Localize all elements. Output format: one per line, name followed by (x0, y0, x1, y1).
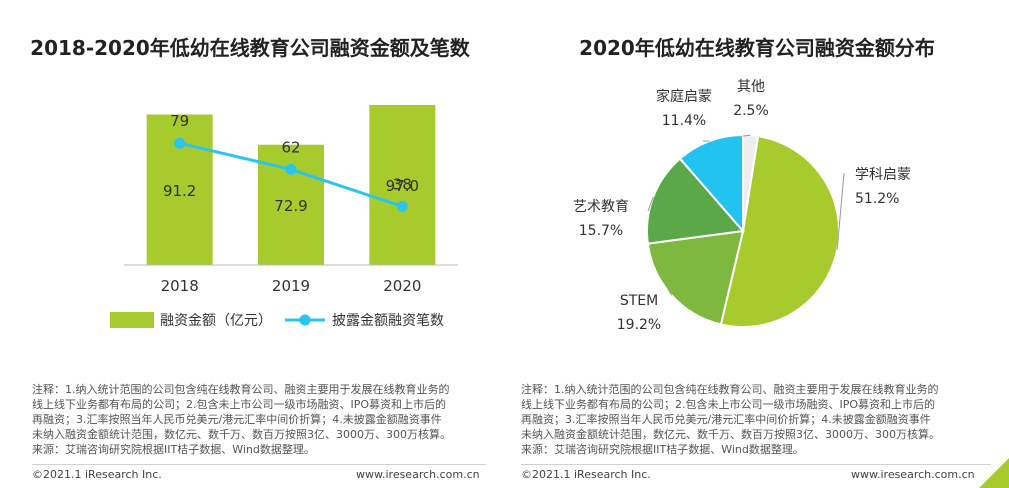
footer-copyright: ©2021.1 iResearch Inc. (32, 468, 162, 481)
left-notes: 注释：1.纳入统计范围的公司包含纯在线教育公司、融资主要用于发展在线教育业务的 … (32, 382, 502, 457)
pie-slice-value: 15.7% (579, 223, 623, 239)
pie-chart: 学科启蒙 51.2% STEM 19.2% 艺术教育 15.7% 家庭启蒙 11.4% 其他 2.… (573, 79, 911, 333)
footer-url: www.iresearch.com.cn (356, 468, 480, 481)
legend-line-label: 披露金额融资笔数 (332, 313, 444, 329)
legend-line-marker (299, 314, 311, 326)
legend-bar-label: 融资金额（亿元） (160, 313, 272, 329)
pie-slice-label: 家庭启蒙 (656, 88, 712, 105)
note-line: 注释：1.纳入统计范围的公司包含纯在线教育公司、融资主要用于发展在线教育业务的 (521, 383, 939, 396)
pie-chart-title: 2020年低幼在线教育公司融资金额分布 (579, 36, 935, 60)
footer-copyright: ©2021.1 iResearch Inc. (521, 468, 651, 481)
pie-leader-line (647, 196, 654, 212)
right-notes: 注释：1.纳入统计范围的公司包含纯在线教育公司、融资主要用于发展在线教育业务的 … (521, 382, 991, 457)
note-line: 再融资；3.汇率按照当年人民币兑美元/港元汇率中间价折算；4.未披露金额融资事件 (521, 413, 931, 426)
x-tick-label: 2018 (161, 277, 199, 295)
left-chart-panel: 2018-2020年低幼在线教育公司融资金额及笔数 91.2 2018 72.9 20… (0, 0, 500, 488)
pie-slice-label: 艺术教育 (573, 199, 629, 215)
line-point (396, 200, 408, 212)
bar-chart-title: 2018-2020年低幼在线教育公司融资金额及笔数 (30, 36, 470, 60)
footer-divider (521, 464, 991, 465)
footer-url: www.iresearch.com.cn (851, 468, 975, 481)
pie-slice-4 (742, 133, 760, 232)
note-line: 注释：1.纳入统计范围的公司包含纯在线教育公司、融资主要用于发展在线教育业务的 (32, 383, 450, 396)
x-tick-label: 2020 (383, 277, 421, 295)
bar-line-chart: 91.2 2018 72.9 2019 97.0 2020 79 62 38 融资金额（亿元） 披露… (110, 104, 458, 329)
bar-value-label: 97.0 (386, 177, 419, 195)
pie-slice-3 (678, 133, 744, 234)
bar-2020 (369, 104, 436, 265)
line-value-label: 79 (170, 112, 189, 130)
source-line: 来源：艾瑞咨询研究院根据IIT桔子数据、Wind数据整理。 (32, 443, 315, 456)
pie-slice-value: 51.2% (855, 191, 899, 207)
x-tick-label: 2019 (272, 277, 310, 295)
pie-leader-line (742, 134, 751, 137)
pie-slice-value: 2.5% (733, 103, 769, 119)
pie-slice-label: STEM (620, 293, 658, 309)
legend-bar-swatch (110, 312, 154, 328)
pie-slice-2 (646, 157, 745, 245)
footer-divider (32, 464, 486, 465)
note-line: 未纳入融资金额统计范围，数亿元、数千万、数百万按照3亿、3000万、300万核算… (32, 428, 451, 441)
line-value-label: 38 (393, 175, 412, 193)
bar-value-label: 91.2 (163, 182, 196, 200)
corner-decoration (979, 458, 1009, 488)
pie-slice-label: 其他 (737, 79, 765, 95)
note-line: 未纳入融资金额统计范围，数亿元、数千万、数百万按照3亿、3000万、300万核算… (521, 428, 940, 441)
line-value-label: 62 (281, 138, 300, 156)
note-line: 线上线下业务都有布局的公司；2.包含未上市公司一级市场融资、IPO募资和上市后的 (32, 398, 447, 411)
note-line: 线上线下业务都有布局的公司；2.包含未上市公司一级市场融资、IPO募资和上市后的 (521, 398, 936, 411)
bar-value-label: 72.9 (274, 197, 307, 215)
line-point (174, 137, 186, 149)
pie-slice-0 (719, 135, 840, 328)
pie-leader-line (667, 288, 673, 296)
pie-slice-label: 学科启蒙 (855, 167, 911, 183)
line-point (285, 163, 297, 175)
note-line: 再融资；3.汇率按照当年人民币兑美元/港元汇率中间价折算；4.未披露金额融资事件 (32, 413, 442, 426)
source-line: 来源：艾瑞咨询研究院根据IIT桔子数据、Wind数据整理。 (521, 443, 804, 456)
pie-leader-line (836, 172, 845, 250)
pie-slice-value: 11.4% (662, 113, 706, 129)
pie-slice-value: 19.2% (617, 317, 661, 333)
right-chart-panel: 2020年低幼在线教育公司融资金额分布 学科启蒙 51.2% STEM 19.2% 艺术… (505, 0, 1009, 488)
